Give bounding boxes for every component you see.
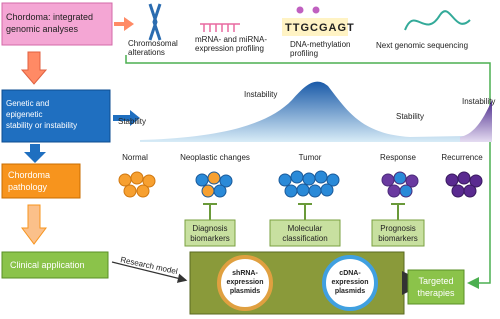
plasmid-label: expression — [227, 279, 264, 286]
biomarker-label: Diagnosis — [192, 224, 227, 233]
outcome-label: therapies — [417, 288, 455, 298]
biomarker-box — [371, 219, 425, 247]
cells-tumor — [278, 170, 340, 198]
connector — [125, 55, 491, 289]
plasmid-label: plasmids — [230, 288, 260, 295]
outcome-label: Targeted — [418, 276, 453, 286]
cells-recurrence — [445, 171, 483, 198]
pathology-box — [1, 163, 81, 199]
dna-sequence: TTGCGAGT — [285, 22, 355, 34]
arrow — [114, 17, 134, 31]
chromosome-icon — [148, 3, 162, 41]
stage-label: Normal — [122, 153, 148, 162]
plasmid-label: expression — [332, 279, 369, 286]
stage-label: Response — [380, 153, 417, 162]
arrow — [20, 51, 48, 85]
input-label: alterations — [128, 48, 165, 57]
research-model-label: Research model — [120, 255, 179, 276]
curve-label: Stability — [118, 117, 146, 126]
stage-label: Tumor — [299, 153, 322, 162]
input-title: genomic analyses — [6, 24, 79, 34]
arrow — [21, 204, 47, 245]
input-title: Chordoma: integrated — [6, 12, 93, 22]
arrow — [24, 144, 46, 163]
plasmid-label: shRNA- — [232, 270, 258, 277]
stage-label: Recurrence — [441, 153, 483, 162]
biomarker-label: biomarkers — [190, 234, 230, 243]
arrow — [111, 261, 188, 283]
outcome-box — [407, 269, 465, 305]
biomarker-label: classification — [282, 234, 327, 243]
cells-response — [381, 171, 419, 198]
plasmid-label: cDNA- — [339, 270, 361, 277]
input-label: expression profiling — [195, 44, 264, 53]
plasmid — [217, 255, 273, 311]
biomarker-label: Prognosis — [380, 224, 416, 233]
input-label: Next genomic sequencing — [376, 41, 468, 50]
input-label: profiling — [290, 49, 318, 58]
pathology-title: pathology — [8, 182, 48, 192]
biomarker-label: biomarkers — [378, 234, 418, 243]
biomarker-box — [184, 219, 236, 247]
curve-label: Instability — [244, 90, 277, 99]
recurrence-curve — [460, 100, 492, 142]
biomarker-label: Molecular — [288, 224, 323, 233]
dna-icon — [404, 10, 471, 31]
arrow — [113, 110, 140, 126]
inhibit-lines — [203, 203, 405, 220]
cells-neoplastic — [195, 171, 233, 198]
cells-normal — [118, 171, 156, 198]
curve-label: Instability — [462, 97, 495, 106]
input-label: mRNA- and miRNA- — [195, 35, 267, 44]
curve-label: Stability — [396, 112, 424, 121]
genetics-box — [1, 89, 111, 143]
biomarker-box — [269, 219, 341, 247]
genetics-title: Genetic and — [6, 99, 49, 108]
genetics-title: epigenetic — [6, 110, 42, 119]
rna-icon — [200, 23, 240, 32]
methyl-icon — [296, 6, 304, 14]
input-box — [1, 2, 113, 46]
plasmid-label: plasmids — [335, 288, 365, 295]
methyl-icon — [312, 6, 320, 14]
stage-label: Neoplastic changes — [180, 153, 250, 162]
genetics-title: stability or instability — [6, 121, 77, 130]
clinical-box — [1, 251, 109, 279]
plasmid — [322, 255, 378, 311]
input-label: DNA-methylation — [290, 40, 350, 49]
input-label: Chromosomal — [128, 39, 178, 48]
dna-box — [282, 18, 348, 36]
instability-curve — [140, 81, 492, 142]
pathology-title: Chordoma — [8, 170, 50, 180]
clinical-title: Clinical application — [10, 260, 85, 270]
